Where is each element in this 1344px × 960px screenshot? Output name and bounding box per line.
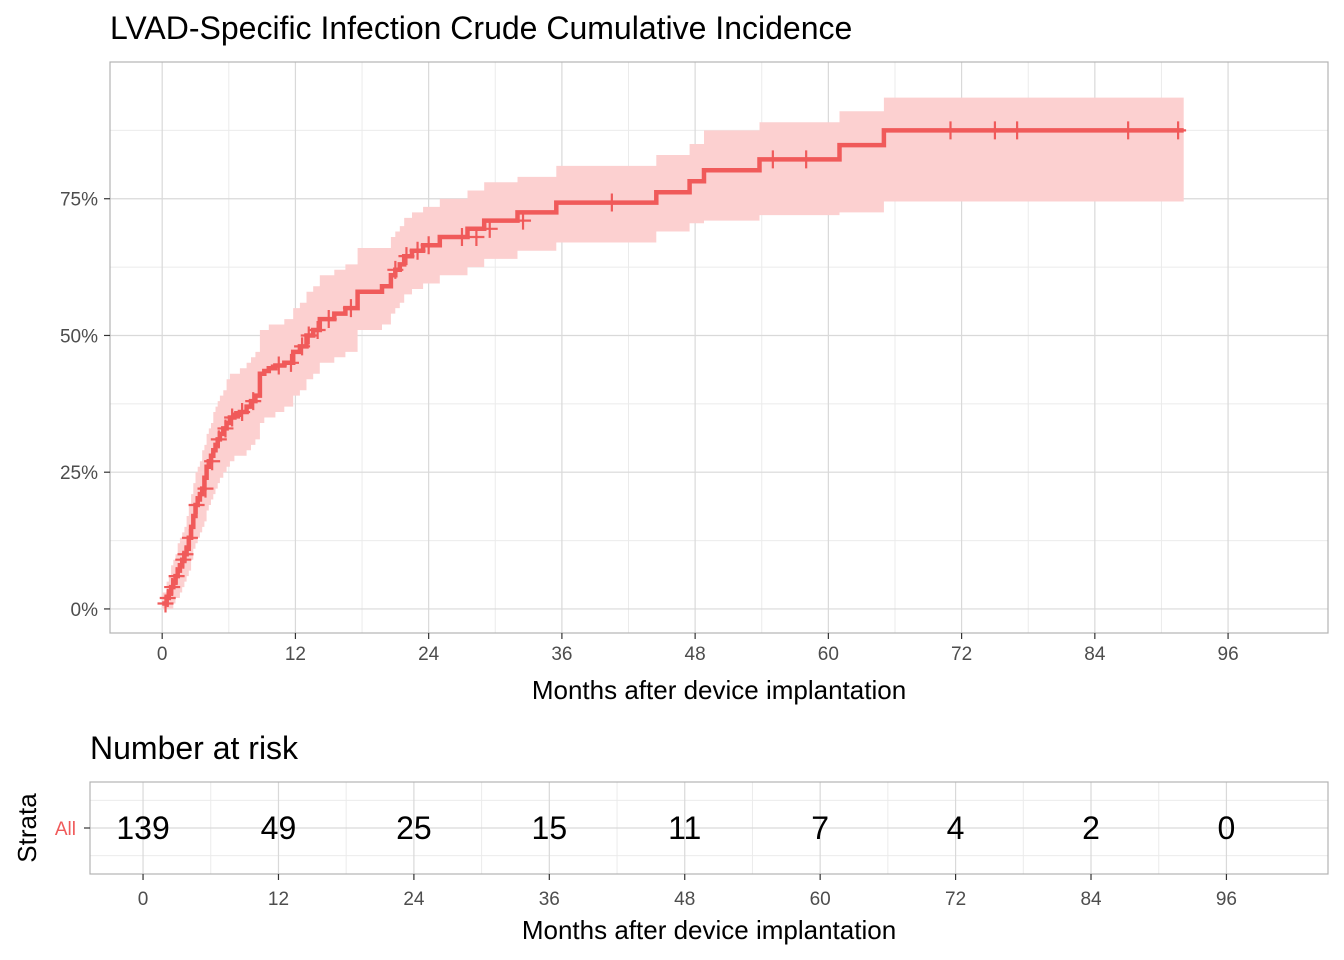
censor-mark — [282, 353, 299, 372]
strata-label-all: All — [55, 819, 76, 840]
x-tick-label: 60 — [818, 644, 839, 665]
censor-mark — [986, 121, 1003, 140]
risk-value-label: 139 — [116, 810, 169, 846]
risk-x-tick-label: 12 — [268, 889, 289, 910]
risk-x-tick-label: 72 — [945, 889, 966, 910]
x-tick-label: 36 — [551, 644, 572, 665]
censor-mark — [197, 479, 214, 498]
x-tick-label: 84 — [1084, 644, 1106, 665]
censor-mark — [398, 247, 415, 266]
censor-mark — [1009, 121, 1026, 140]
x-tick-label: 24 — [418, 644, 440, 665]
censor-mark — [245, 392, 262, 411]
censor-mark — [515, 211, 532, 230]
censor-mark — [1170, 121, 1187, 140]
x-tick-label: 0 — [157, 644, 168, 665]
censor-mark — [294, 337, 311, 356]
y-tick-label: 0% — [71, 600, 99, 621]
risk-value-label: 4 — [947, 810, 965, 846]
censor-mark — [309, 320, 326, 339]
risk-value-label: 49 — [261, 810, 297, 846]
censor-mark — [177, 545, 194, 564]
censor-mark — [387, 260, 404, 279]
censor-mark — [164, 578, 181, 597]
risk-y-axis-title: Strata — [12, 793, 42, 863]
main-x-axis: 0 12 24 36 48 60 72 84 96 — [157, 633, 1239, 665]
risk-x-tick-label: 0 — [138, 889, 149, 910]
censor-mark — [409, 241, 426, 260]
risk-value-label: 25 — [396, 810, 432, 846]
censor-mark — [1120, 121, 1137, 140]
censor-mark — [942, 121, 959, 140]
x-tick-label: 12 — [285, 644, 306, 665]
censor-mark — [188, 496, 205, 515]
main-x-axis-title: Months after device implantation — [532, 675, 906, 705]
confidence-band — [162, 97, 1184, 609]
risk-grid-major — [90, 782, 1328, 874]
censor-marks — [157, 121, 1187, 613]
y-tick-label: 25% — [60, 463, 98, 484]
risk-value-label: 0 — [1218, 810, 1236, 846]
censor-mark — [798, 150, 815, 169]
censor-mark — [320, 310, 337, 329]
x-tick-label: 96 — [1218, 644, 1239, 665]
x-tick-label: 48 — [685, 644, 706, 665]
censor-mark — [468, 228, 485, 247]
risk-value-label: 11 — [668, 810, 701, 846]
risk-x-tick-label: 36 — [539, 889, 560, 910]
y-tick-label: 75% — [60, 190, 98, 211]
censor-mark — [481, 219, 498, 238]
censor-mark — [603, 193, 620, 212]
censor-mark — [270, 356, 287, 375]
censor-mark — [453, 228, 470, 247]
main-panel-border — [109, 61, 1329, 634]
censor-mark — [342, 299, 359, 318]
risk-table-title: Number at risk — [90, 730, 299, 766]
risk-x-axis: 0 12 24 36 48 60 72 84 96 — [138, 874, 1237, 910]
censor-mark — [159, 588, 176, 607]
censor-mark — [181, 528, 198, 547]
risk-x-axis-title: Months after device implantation — [522, 915, 896, 945]
risk-x-tick-label: 84 — [1080, 889, 1102, 910]
censor-mark — [168, 567, 185, 586]
risk-value-label: 2 — [1082, 810, 1100, 846]
censor-mark — [224, 408, 241, 427]
risk-value-label: 15 — [532, 810, 568, 846]
risk-values: 139 49 25 15 11 7 4 2 0 — [116, 810, 1235, 846]
censor-mark — [300, 326, 317, 345]
chart-title: LVAD-Specific Infection Crude Cumulative… — [110, 10, 852, 46]
y-tick-label: 50% — [60, 326, 98, 347]
censor-mark — [764, 150, 781, 169]
censor-mark — [210, 430, 227, 449]
x-tick-label: 72 — [951, 644, 972, 665]
censor-mark — [234, 403, 251, 422]
censor-mark — [204, 452, 221, 471]
risk-x-tick-label: 48 — [674, 889, 695, 910]
risk-x-tick-label: 96 — [1216, 889, 1237, 910]
main-y-axis: 0% 25% 50% 75% — [60, 190, 110, 621]
risk-x-tick-label: 24 — [403, 889, 425, 910]
censor-mark — [420, 236, 437, 255]
censor-mark — [217, 419, 234, 438]
confidence-band-area — [162, 97, 1184, 609]
risk-strata-axis: All — [55, 819, 90, 840]
risk-value-label: 7 — [811, 810, 829, 846]
risk-x-tick-label: 60 — [810, 889, 831, 910]
